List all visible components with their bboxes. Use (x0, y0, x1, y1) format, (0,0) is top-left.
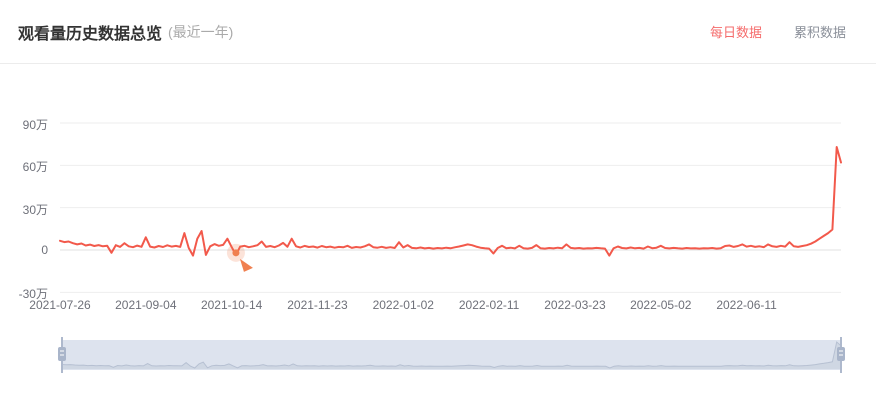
x-axis-tick-label: 2021-11-23 (287, 298, 348, 312)
series-line (59, 146, 842, 257)
page-title: 观看量历史数据总览 (18, 25, 163, 43)
x-axis-tick-label: 2021-07-26 (29, 298, 91, 312)
x-axis-tick-label: 2021-10-14 (200, 298, 263, 312)
cursor-dot (232, 249, 240, 257)
x-axis-tick-label: 2022-01-02 (372, 298, 434, 312)
datazoom-track[interactable] (62, 340, 841, 370)
x-axis-tick-label: 2022-06-11 (716, 298, 777, 312)
y-axis-tick-label: 0 (41, 243, 48, 257)
datazoom-handle-right[interactable] (837, 337, 845, 373)
line-chart (58, 94, 845, 373)
header: 观看量历史数据总览 (最近一年) 每日数据 累积数据 (0, 0, 876, 64)
page-subtitle: (最近一年) (168, 23, 234, 40)
cursor-arrow-icon (239, 258, 253, 272)
tab-cumulative-data[interactable]: 累积数据 (794, 22, 846, 41)
x-axis-tick-label: 2022-05-02 (630, 298, 692, 312)
datazoom-handle-left[interactable] (58, 337, 66, 373)
cursor-click-indicator (226, 243, 253, 272)
y-axis-tick-label: 60万 (22, 160, 48, 175)
y-axis-tick-label: -30万 (18, 287, 48, 302)
datazoom-mini-line (61, 341, 842, 369)
y-axis-tick-label: 30万 (22, 202, 48, 217)
chart-region: 90万 60万 30万 0 -30万 2021-07-26 2021-09-04 2021-… (0, 64, 876, 400)
handle-grip-icon[interactable] (837, 347, 845, 361)
datazoom-slider (58, 337, 845, 373)
handle-grip-icon[interactable] (58, 347, 66, 361)
x-axis-tick-label: 2021-09-04 (115, 298, 177, 312)
plot-hover-region[interactable] (60, 94, 841, 326)
data-mode-tabs: 每日数据 累积数据 (710, 22, 846, 41)
y-axis-tick-label: 90万 (22, 118, 48, 132)
x-axis-tick-label: 2022-03-23 (544, 298, 606, 312)
tab-daily-data[interactable]: 每日数据 (710, 22, 762, 41)
x-axis-tick-label: 2022-02-11 (458, 298, 520, 312)
